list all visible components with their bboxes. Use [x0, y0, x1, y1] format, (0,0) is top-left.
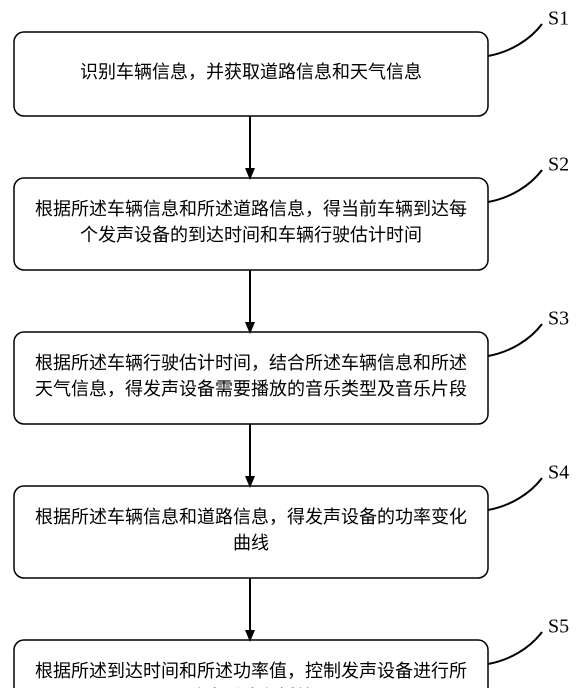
flow-step-text-s2-line1: 个发声设备的到达时间和车辆行驶估计时间 — [80, 225, 422, 245]
flow-step-text-s5-line0: 根据所述到达时间和所述功率值，控制发声设备进行所 — [35, 661, 467, 681]
flow-step-text-s3-line0: 根据所述车辆行驶估计时间，结合所述车辆信息和所述 — [35, 353, 467, 373]
step-connector-s1 — [488, 24, 542, 56]
step-label-s3: S3 — [548, 308, 569, 330]
step-label-s4: S4 — [548, 462, 569, 484]
flow-step-text-s1-line0: 识别车辆信息，并获取道路信息和天气信息 — [80, 62, 422, 82]
step-connector-s2 — [488, 170, 542, 202]
step-label-s1: S1 — [548, 8, 569, 30]
step-connector-s4 — [488, 478, 542, 510]
flowchart-svg: 识别车辆信息，并获取道路信息和天气信息 S1 根据所述车辆信息和所述道路信息，得当前… — [0, 0, 578, 688]
flow-step-box-s4 — [14, 486, 488, 578]
step-connector-s5 — [488, 632, 542, 664]
flow-step-text-s4-line0: 根据所述车辆信息和道路信息，得发声设备的功率变化 — [35, 507, 467, 527]
flow-step-box-s3 — [14, 332, 488, 424]
step-label-s5: S5 — [548, 616, 569, 638]
flow-step-box-s2 — [14, 178, 488, 270]
flow-step-text-s4-line1: 曲线 — [233, 533, 269, 553]
step-label-s2: S2 — [548, 154, 569, 176]
flow-step-text-s3-line1: 天气信息，得发声设备需要播放的音乐类型及音乐片段 — [35, 379, 467, 399]
flow-step-text-s2-line0: 根据所述车辆信息和所述道路信息，得当前车辆到达每 — [35, 199, 467, 219]
step-connector-s3 — [488, 324, 542, 356]
